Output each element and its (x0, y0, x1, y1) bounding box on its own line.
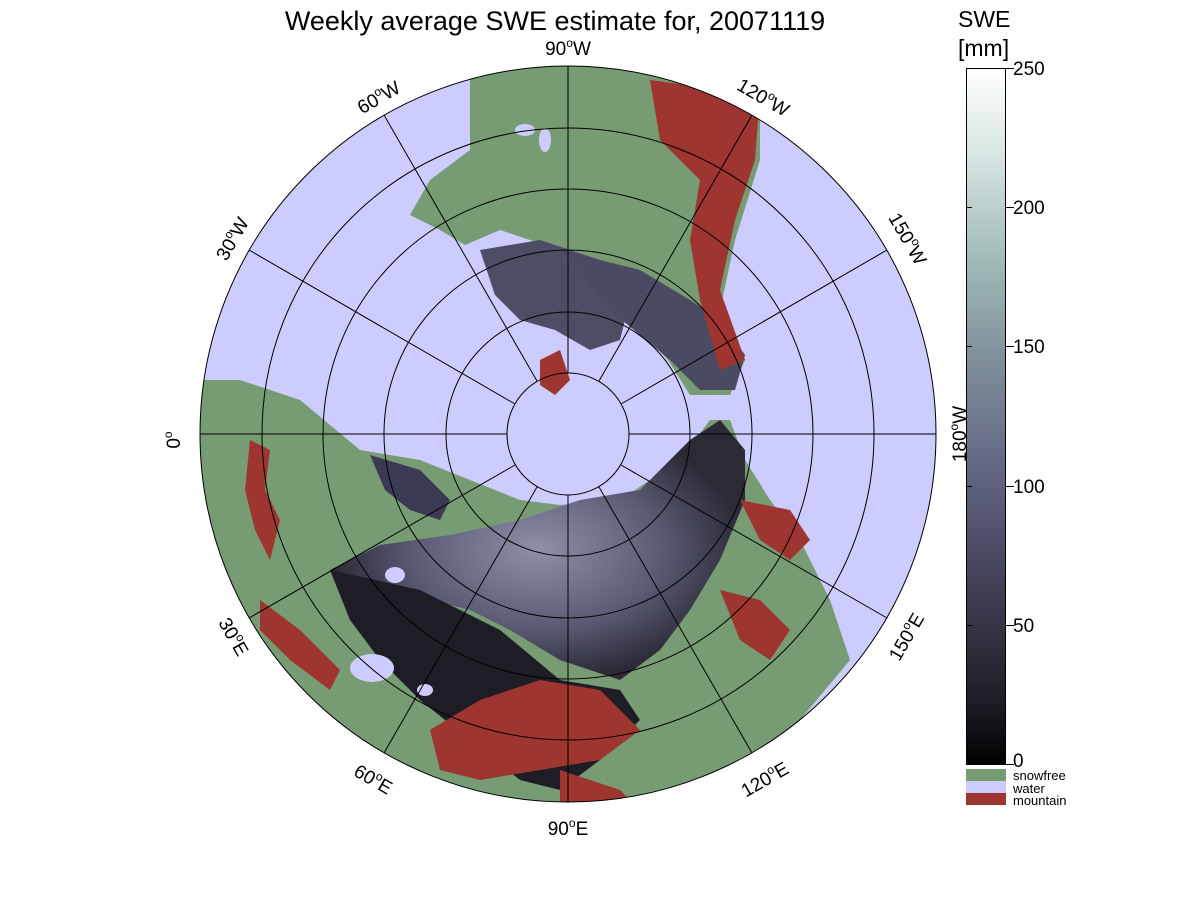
lon-label-30e: 30oE (214, 613, 255, 660)
colorbar-tick (1006, 207, 1014, 208)
lon-label-90e: 90oE (548, 816, 589, 840)
swe-colorbar (966, 68, 1006, 765)
meridian-lines (200, 66, 936, 802)
legend-swatch-water (966, 781, 1006, 793)
colorbar-tick-label: 0 (1013, 751, 1024, 772)
lon-label-30w: 30oW (210, 213, 254, 265)
colorbar-tick-label: 50 (1013, 616, 1035, 637)
lon-label-60e: 60oE (350, 758, 397, 799)
inland-water (350, 124, 551, 696)
lon-label-0: 0o (161, 431, 185, 449)
snow-north-america (560, 250, 745, 390)
lon-label-120e: 120oE (736, 756, 792, 802)
snow-scandinavia (370, 455, 450, 520)
colorbar-tick (1006, 346, 1014, 347)
colorbar-tick (966, 346, 972, 347)
legend-label-water: water (1013, 781, 1045, 796)
colorbar-tick (1006, 68, 1014, 69)
legend-swatch-snowfree (966, 769, 1006, 781)
snow-siberia (330, 420, 745, 680)
colorbar-tick (966, 207, 972, 208)
colorbar-tick (1006, 486, 1014, 487)
legend-swatch-mountain (966, 793, 1006, 805)
land-greenland (430, 290, 550, 420)
colorbar-title: SWE (958, 6, 1011, 32)
colorbar-tick (966, 625, 972, 626)
colorbar-tick (1006, 764, 1014, 765)
legend-label-snowfree: snowfree (1013, 768, 1066, 783)
lon-label-180w: 180oW (947, 406, 971, 462)
colorbar-tick (1006, 625, 1014, 626)
colorbar-tick-label: 200 (1013, 198, 1045, 219)
colorbar-tick (966, 486, 972, 487)
colorbar-tick-label: 250 (1013, 59, 1045, 80)
chart-title: Weekly average SWE estimate for, 2007111… (284, 6, 826, 36)
colorbar-tick-label: 150 (1013, 337, 1045, 358)
legend-label-mountain: mountain (1013, 793, 1067, 808)
colorbar-unit: [mm] (958, 35, 1010, 61)
lon-label-90w: 90oW (545, 36, 591, 60)
colorbar-tick-label: 100 (1013, 477, 1045, 498)
lon-label-150e: 150oE (883, 608, 929, 664)
